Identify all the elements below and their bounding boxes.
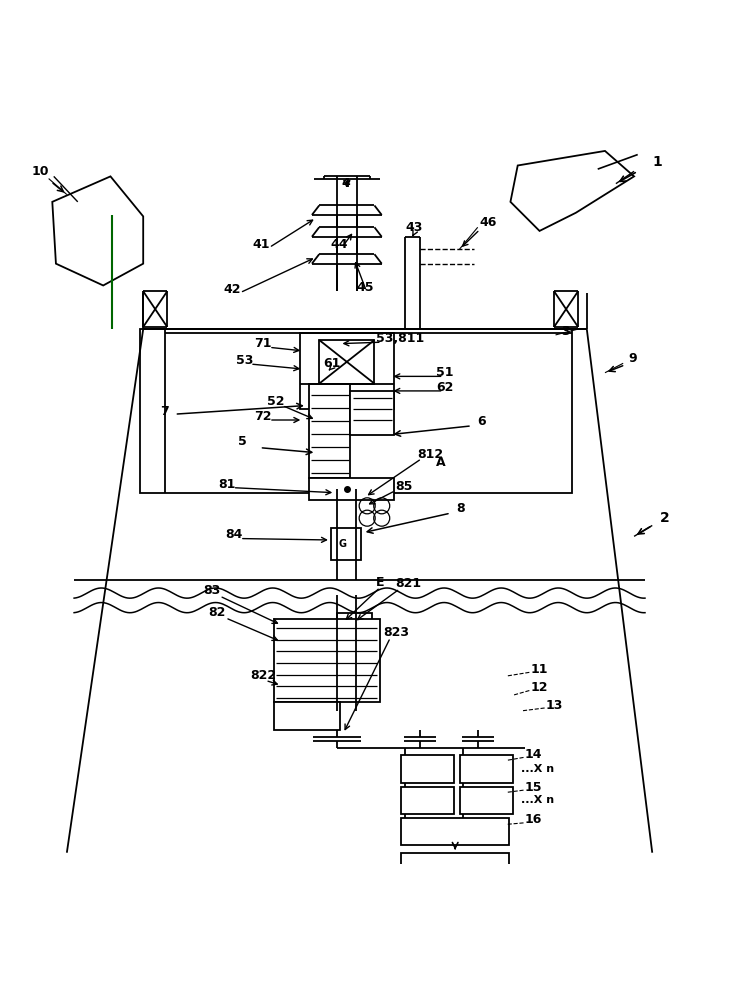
Text: 812: 812 xyxy=(418,448,444,461)
Bar xyxy=(402,787,455,814)
Text: 83: 83 xyxy=(204,584,220,597)
Bar xyxy=(299,333,394,409)
Text: 45: 45 xyxy=(356,281,374,294)
Text: 51: 51 xyxy=(437,366,454,379)
Text: 3: 3 xyxy=(561,325,570,338)
Text: 10: 10 xyxy=(32,165,50,178)
Text: 42: 42 xyxy=(223,283,241,296)
Text: 71: 71 xyxy=(255,337,272,350)
Text: 823: 823 xyxy=(383,626,410,639)
Text: G: G xyxy=(339,539,347,549)
Text: A: A xyxy=(436,456,445,469)
Bar xyxy=(402,853,509,880)
Text: 61: 61 xyxy=(323,357,340,370)
Text: 81: 81 xyxy=(218,478,236,491)
Bar xyxy=(460,755,512,783)
Bar xyxy=(274,702,339,730)
Text: 82: 82 xyxy=(209,606,226,619)
Text: 43: 43 xyxy=(405,221,423,234)
Bar xyxy=(309,478,394,500)
Text: 6: 6 xyxy=(477,415,486,428)
Bar xyxy=(350,391,394,435)
Polygon shape xyxy=(53,176,143,285)
Text: 12: 12 xyxy=(530,681,548,694)
Text: 822: 822 xyxy=(250,669,276,682)
Text: ...X n: ...X n xyxy=(521,764,555,774)
Polygon shape xyxy=(510,151,634,231)
Text: 72: 72 xyxy=(255,410,272,423)
Text: 84: 84 xyxy=(226,528,243,541)
Bar xyxy=(402,888,509,915)
Bar xyxy=(460,787,512,814)
Bar xyxy=(402,755,455,783)
Text: 85: 85 xyxy=(396,480,413,493)
Bar xyxy=(331,528,361,560)
Text: 11: 11 xyxy=(530,663,548,676)
Text: 44: 44 xyxy=(330,238,347,251)
Text: 53: 53 xyxy=(236,354,253,367)
Text: ...X n: ...X n xyxy=(521,795,555,805)
Text: 1: 1 xyxy=(652,155,662,169)
Text: 9: 9 xyxy=(629,352,637,365)
Text: 4: 4 xyxy=(342,177,350,190)
Text: 53,811: 53,811 xyxy=(376,332,424,345)
Text: 16: 16 xyxy=(525,813,542,826)
Bar xyxy=(319,340,374,384)
Bar xyxy=(274,619,380,702)
Text: 14: 14 xyxy=(525,748,542,761)
Text: E: E xyxy=(376,576,385,589)
Bar xyxy=(337,613,372,640)
Text: 5: 5 xyxy=(238,435,247,448)
Text: 46: 46 xyxy=(480,216,497,229)
Text: 7: 7 xyxy=(160,405,169,418)
Text: 62: 62 xyxy=(437,381,453,394)
Text: 2: 2 xyxy=(659,511,669,525)
Text: 8: 8 xyxy=(456,502,464,515)
Text: 821: 821 xyxy=(396,577,422,590)
Bar xyxy=(402,818,509,845)
Text: 41: 41 xyxy=(253,238,270,251)
Text: 52: 52 xyxy=(267,395,284,408)
Bar xyxy=(139,329,572,493)
Text: 15: 15 xyxy=(525,781,542,794)
Text: 13: 13 xyxy=(545,699,563,712)
Bar xyxy=(309,384,350,478)
